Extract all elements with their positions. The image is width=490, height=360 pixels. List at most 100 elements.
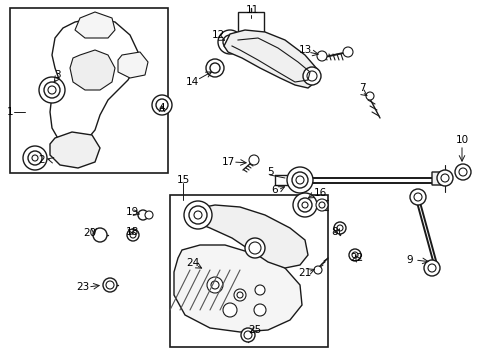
Circle shape: [296, 176, 304, 184]
Circle shape: [152, 95, 172, 115]
Circle shape: [64, 140, 84, 160]
Polygon shape: [174, 245, 302, 332]
Circle shape: [69, 145, 79, 155]
Circle shape: [293, 193, 317, 217]
Circle shape: [428, 264, 436, 272]
Circle shape: [410, 189, 426, 205]
Circle shape: [234, 289, 246, 301]
Text: 10: 10: [455, 135, 468, 145]
Circle shape: [298, 198, 312, 212]
Circle shape: [337, 225, 343, 231]
Circle shape: [58, 134, 90, 166]
Circle shape: [28, 151, 42, 165]
Circle shape: [319, 202, 325, 208]
Polygon shape: [224, 30, 318, 88]
Circle shape: [292, 172, 308, 188]
Circle shape: [194, 211, 202, 219]
Polygon shape: [50, 18, 138, 148]
Circle shape: [459, 168, 467, 176]
Text: 25: 25: [248, 325, 262, 335]
Bar: [238, 12, 264, 32]
Text: 19: 19: [125, 207, 139, 217]
Text: 24: 24: [186, 258, 199, 268]
Circle shape: [314, 266, 322, 274]
Circle shape: [349, 249, 361, 261]
Text: 12: 12: [211, 30, 224, 40]
Circle shape: [211, 281, 219, 289]
Circle shape: [44, 82, 60, 98]
Circle shape: [189, 206, 207, 224]
Circle shape: [455, 164, 471, 180]
Text: 22: 22: [350, 253, 364, 263]
Bar: [170, 195, 328, 347]
Circle shape: [184, 201, 212, 229]
Circle shape: [138, 210, 148, 220]
Text: 13: 13: [298, 45, 312, 55]
Circle shape: [352, 252, 358, 258]
Circle shape: [414, 193, 422, 201]
Circle shape: [32, 155, 38, 161]
Circle shape: [302, 202, 308, 208]
Polygon shape: [190, 205, 308, 268]
Polygon shape: [50, 132, 100, 168]
Circle shape: [249, 155, 259, 165]
Circle shape: [287, 167, 313, 193]
Circle shape: [156, 99, 168, 111]
Polygon shape: [118, 52, 148, 78]
Circle shape: [206, 59, 224, 77]
Text: 6: 6: [271, 185, 278, 195]
Circle shape: [127, 229, 139, 241]
Circle shape: [132, 60, 140, 68]
Circle shape: [23, 146, 47, 170]
Bar: [10, 8, 168, 173]
Circle shape: [103, 278, 117, 292]
Circle shape: [210, 63, 220, 73]
Circle shape: [90, 20, 100, 30]
Circle shape: [39, 77, 65, 103]
Text: 8: 8: [332, 227, 338, 237]
Circle shape: [237, 292, 243, 298]
Circle shape: [366, 92, 374, 100]
Circle shape: [223, 35, 237, 49]
Text: 21: 21: [298, 268, 312, 278]
Polygon shape: [432, 172, 452, 185]
Circle shape: [249, 242, 261, 254]
Circle shape: [424, 260, 440, 276]
Text: 11: 11: [245, 5, 259, 15]
Circle shape: [437, 170, 453, 186]
Circle shape: [223, 303, 237, 317]
Polygon shape: [70, 50, 115, 90]
Text: 23: 23: [76, 282, 90, 292]
Circle shape: [128, 56, 144, 72]
Circle shape: [106, 281, 114, 289]
Circle shape: [86, 16, 104, 34]
Circle shape: [245, 238, 265, 258]
Circle shape: [130, 232, 136, 238]
Circle shape: [48, 86, 56, 94]
Text: 16: 16: [314, 188, 327, 198]
Text: 9: 9: [407, 255, 413, 265]
Circle shape: [241, 328, 255, 342]
Circle shape: [343, 47, 353, 57]
Text: 7: 7: [359, 83, 366, 93]
Circle shape: [244, 331, 252, 339]
Circle shape: [93, 228, 107, 242]
Circle shape: [254, 304, 266, 316]
Text: 15: 15: [176, 175, 190, 185]
Circle shape: [316, 199, 328, 211]
Text: 1: 1: [7, 107, 14, 117]
Text: 5: 5: [267, 167, 273, 177]
Circle shape: [207, 277, 223, 293]
Circle shape: [303, 67, 321, 85]
Text: 3: 3: [54, 70, 60, 80]
Circle shape: [307, 71, 317, 81]
Circle shape: [227, 39, 233, 45]
Polygon shape: [75, 12, 115, 38]
Circle shape: [441, 174, 449, 182]
Text: 4: 4: [159, 103, 165, 113]
Text: 20: 20: [83, 228, 97, 238]
Text: 18: 18: [125, 227, 139, 237]
Text: 2: 2: [39, 155, 45, 165]
Circle shape: [255, 285, 265, 295]
Circle shape: [145, 211, 153, 219]
